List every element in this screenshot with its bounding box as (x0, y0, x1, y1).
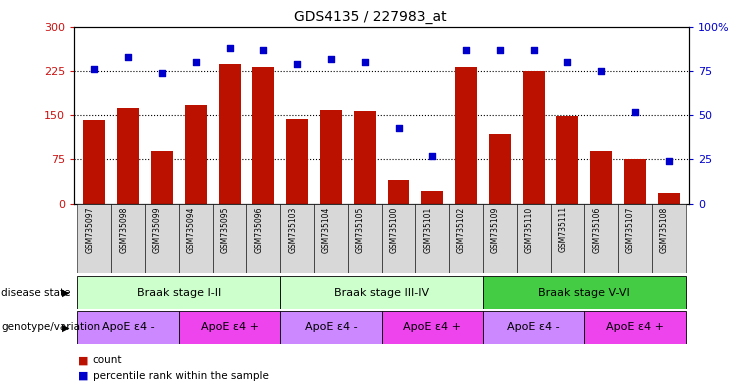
Bar (624, 159, 646, 204)
Bar (422, 190, 443, 204)
Text: GSM735104: GSM735104 (322, 206, 331, 253)
Bar (280, 311, 382, 344)
Bar (111, 204, 145, 273)
Bar (585, 311, 685, 344)
Text: GSM735103: GSM735103 (288, 206, 297, 253)
Bar (78, 204, 111, 273)
Bar (455, 67, 477, 204)
Bar (185, 104, 207, 204)
Bar (314, 204, 348, 273)
Bar (483, 204, 516, 273)
Point (122, 54, 134, 60)
Text: GSM735097: GSM735097 (85, 206, 94, 253)
Point (257, 47, 269, 53)
Text: genotype/variation: genotype/variation (1, 322, 101, 333)
Text: GSM735099: GSM735099 (153, 206, 162, 253)
Text: GSM735110: GSM735110 (525, 206, 534, 253)
Bar (382, 311, 483, 344)
Text: GSM735100: GSM735100 (390, 206, 399, 253)
Text: GSM735107: GSM735107 (626, 206, 635, 253)
Text: ApoE ε4 -: ApoE ε4 - (508, 322, 560, 333)
Point (325, 56, 337, 62)
Text: Braak stage III-IV: Braak stage III-IV (334, 288, 429, 298)
Text: ▶: ▶ (62, 322, 70, 333)
Text: GSM735105: GSM735105 (356, 206, 365, 253)
Bar (151, 151, 173, 204)
Bar (117, 108, 139, 204)
Bar (348, 204, 382, 273)
Text: percentile rank within the sample: percentile rank within the sample (93, 371, 268, 381)
Text: ApoE ε4 +: ApoE ε4 + (606, 322, 664, 333)
Bar (591, 151, 612, 204)
Bar (551, 204, 585, 273)
Bar (556, 116, 579, 204)
Point (528, 47, 539, 53)
Bar (280, 204, 314, 273)
Text: GSM735094: GSM735094 (187, 206, 196, 253)
Text: ▶: ▶ (62, 288, 70, 298)
Text: ApoE ε4 +: ApoE ε4 + (403, 322, 462, 333)
Bar (179, 204, 213, 273)
Bar (280, 276, 483, 309)
Bar (253, 67, 274, 204)
Text: GSM735109: GSM735109 (491, 206, 500, 253)
Text: GSM735098: GSM735098 (119, 206, 128, 253)
Bar (179, 311, 280, 344)
Bar (320, 111, 342, 204)
Point (156, 70, 168, 76)
Text: Braak stage V-VI: Braak stage V-VI (539, 288, 631, 298)
Bar (658, 193, 679, 204)
Text: ApoE ε4 -: ApoE ε4 - (102, 322, 154, 333)
Point (190, 59, 202, 65)
Point (224, 45, 236, 51)
Bar (388, 180, 410, 204)
Text: GSM735108: GSM735108 (659, 206, 669, 253)
Text: GSM735101: GSM735101 (423, 206, 432, 253)
Bar (416, 204, 449, 273)
Bar (247, 204, 280, 273)
Point (663, 158, 675, 164)
Bar (585, 204, 618, 273)
Point (359, 59, 370, 65)
Text: GSM735102: GSM735102 (457, 206, 466, 253)
Bar (219, 64, 241, 204)
Point (629, 109, 641, 115)
Text: ApoE ε4 -: ApoE ε4 - (305, 322, 357, 333)
Text: GDS4135 / 227983_at: GDS4135 / 227983_at (294, 10, 447, 23)
Point (460, 47, 472, 53)
Point (291, 61, 303, 67)
Bar (78, 276, 280, 309)
Text: Braak stage I-II: Braak stage I-II (137, 288, 221, 298)
Text: GSM735111: GSM735111 (559, 206, 568, 252)
Text: ApoE ε4 +: ApoE ε4 + (201, 322, 259, 333)
Text: ■: ■ (78, 371, 88, 381)
Bar (652, 204, 685, 273)
Point (393, 124, 405, 131)
Point (562, 59, 574, 65)
Bar (145, 204, 179, 273)
Bar (382, 204, 416, 273)
Bar (84, 120, 105, 204)
Text: ■: ■ (78, 355, 88, 365)
Bar (353, 111, 376, 204)
Text: GSM735095: GSM735095 (221, 206, 230, 253)
Bar (213, 204, 247, 273)
Bar (489, 134, 511, 204)
Bar (483, 276, 685, 309)
Bar (449, 204, 483, 273)
Bar (286, 119, 308, 204)
Bar (522, 71, 545, 204)
Text: count: count (93, 355, 122, 365)
Point (595, 68, 607, 74)
Bar (618, 204, 652, 273)
Text: disease state: disease state (1, 288, 71, 298)
Point (426, 153, 438, 159)
Point (88, 66, 100, 72)
Text: GSM735106: GSM735106 (592, 206, 601, 253)
Point (494, 47, 506, 53)
Bar (516, 204, 551, 273)
Bar (483, 311, 585, 344)
Bar (78, 311, 179, 344)
Text: GSM735096: GSM735096 (254, 206, 263, 253)
